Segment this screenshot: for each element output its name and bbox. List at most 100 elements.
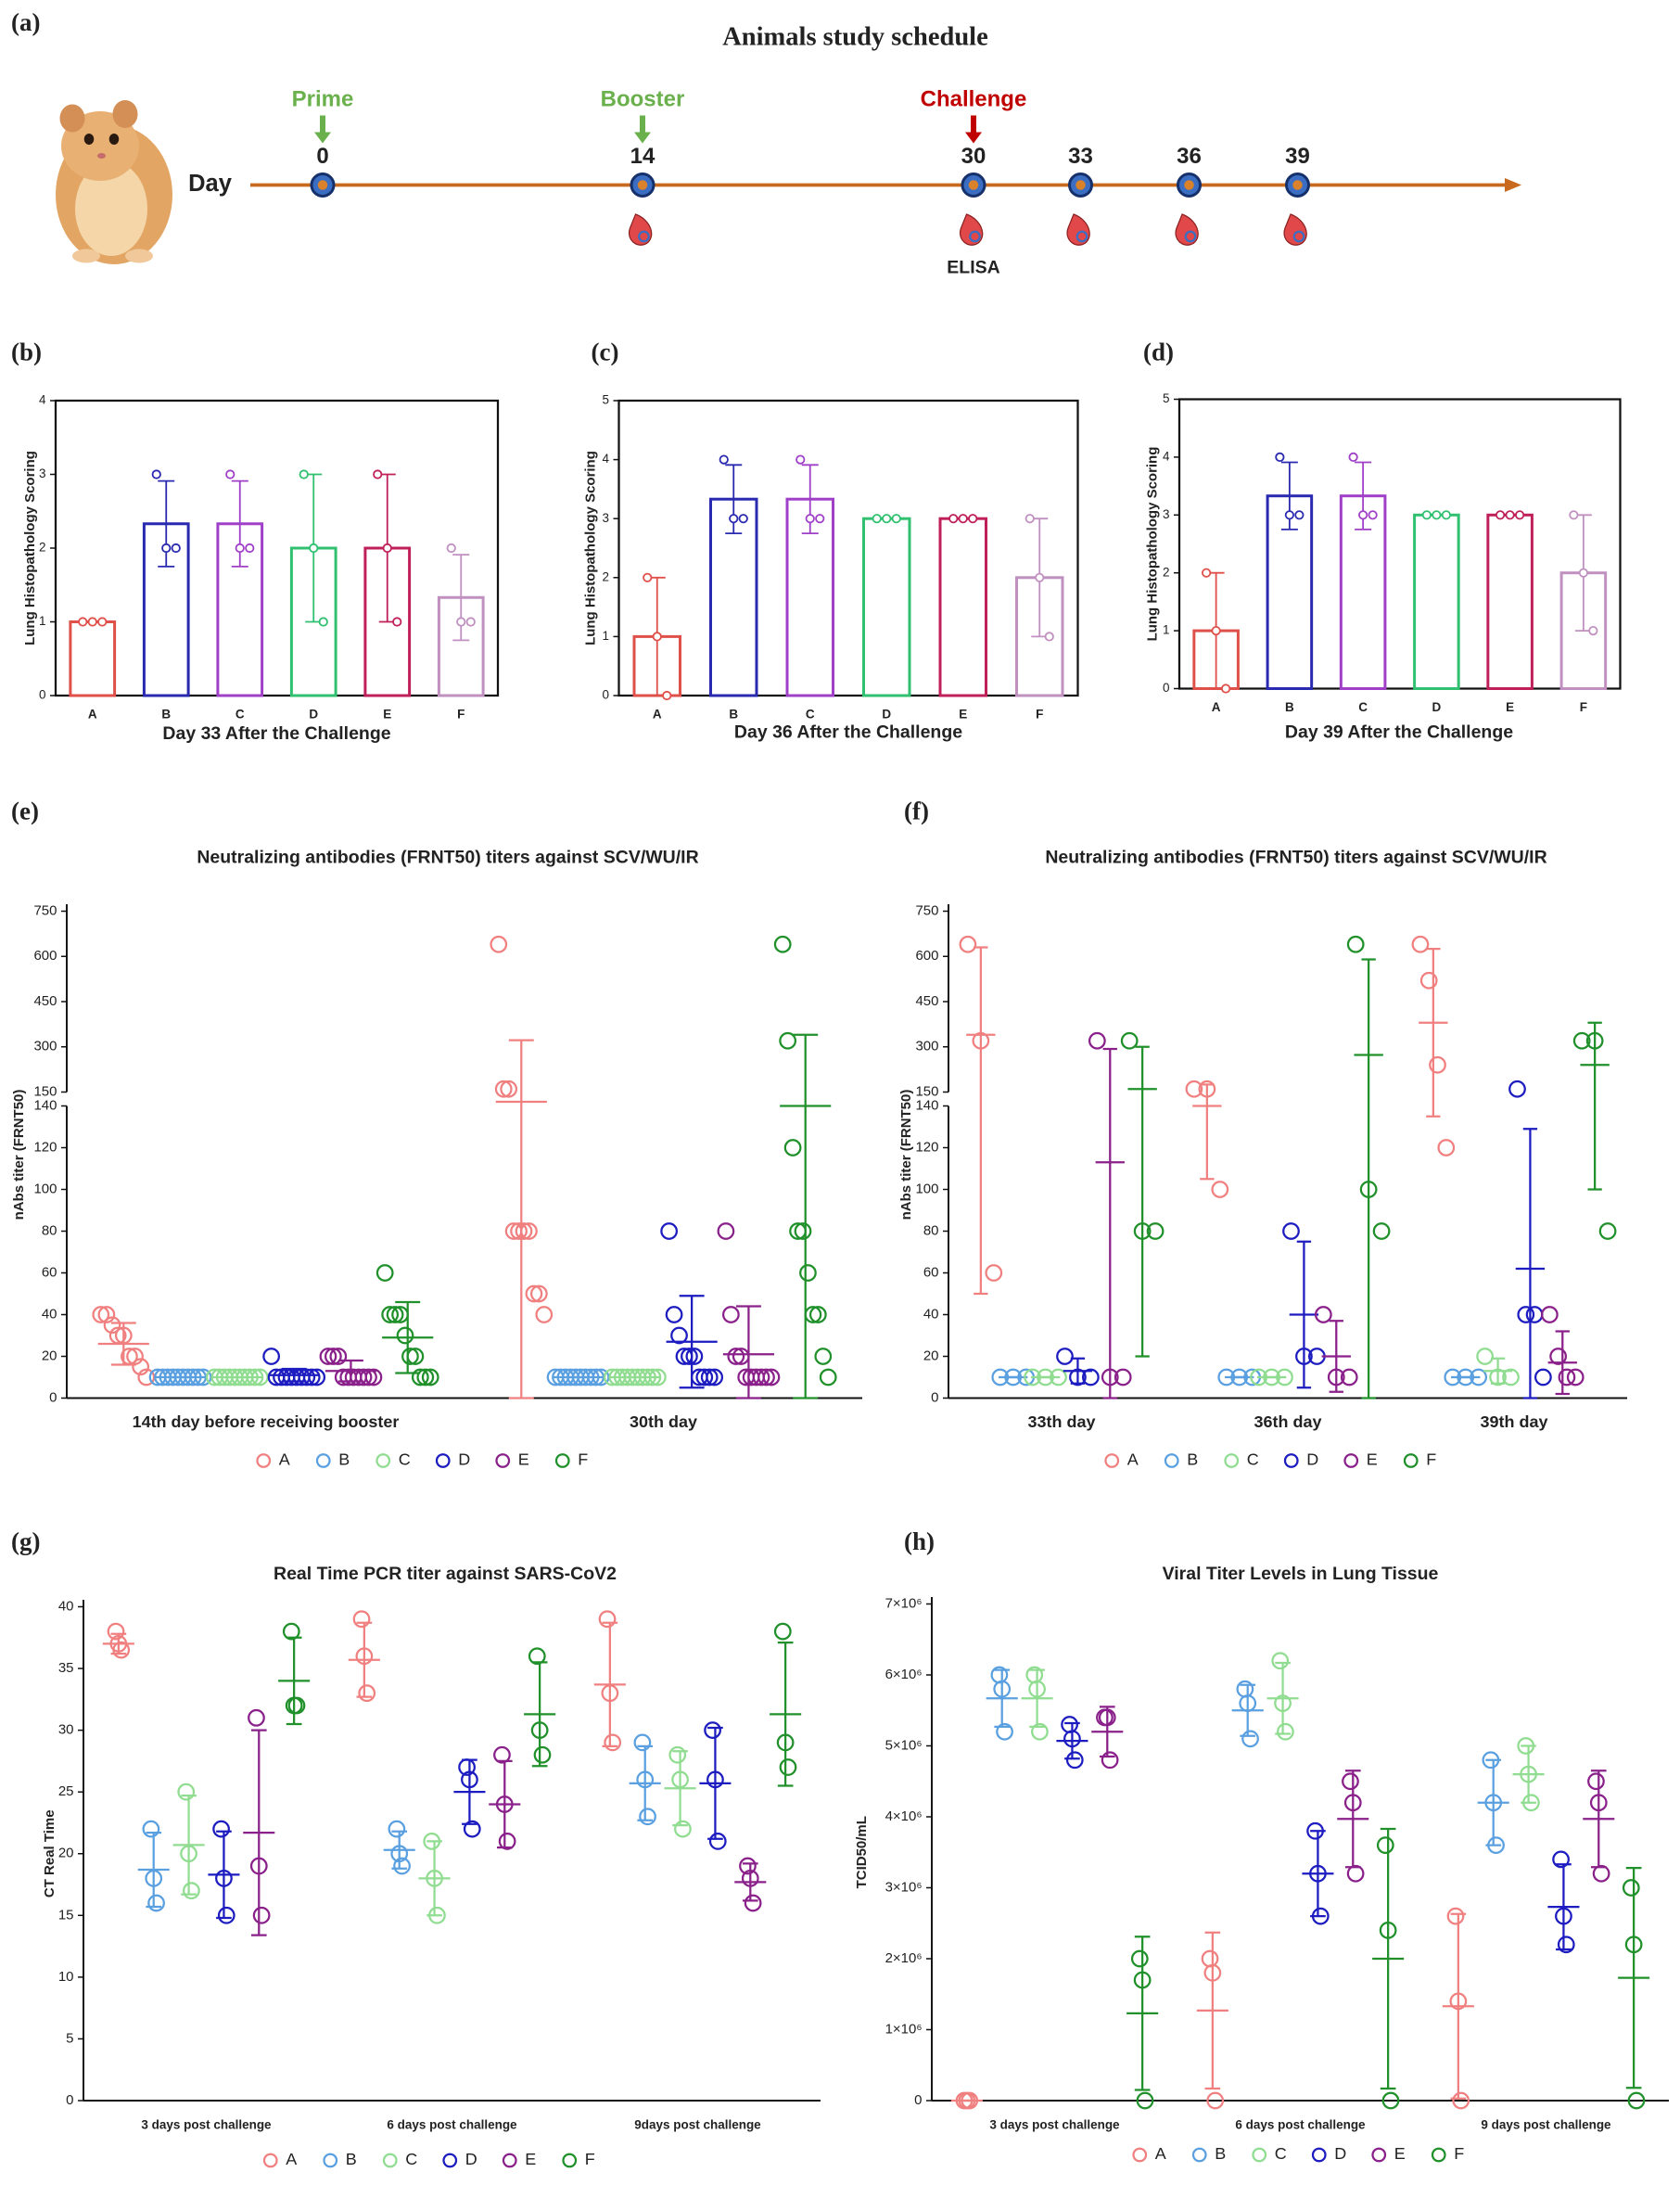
legend-label: F [578,1450,588,1469]
y-tick-label: 20 [42,1348,57,1363]
x-tick-label: C [806,708,815,722]
data-point [1275,452,1285,462]
day-number: 33 [1068,144,1093,169]
legend-symbol [262,2153,278,2168]
y-tick-label: 2 [1163,565,1170,579]
data-point [1558,1368,1576,1386]
data-point [381,1306,400,1323]
x-tick-label: 14th day before receiving booster [133,1412,400,1431]
day-number: 14 [630,144,655,169]
legend-symbol [1224,1453,1240,1468]
data-point [282,1622,300,1641]
data-point [1282,1222,1300,1240]
data-point [248,1708,265,1727]
data-point [494,1080,513,1098]
data-point [1627,2091,1646,2110]
x-tick-label: 6 days post challenge [1235,2118,1366,2132]
data-point [1368,510,1378,520]
y-tick-label: 450 [33,993,57,1009]
data-point [1340,1368,1358,1386]
y-tick-label: 5 [66,2030,73,2046]
y-tick-label: 20 [923,1348,939,1363]
y-axis-label: Lung Histopathology Scoring [22,451,38,645]
y-tick-label: 5×10⁶ [885,1737,923,1753]
legend-label: B [1187,1450,1198,1469]
y-tick-label: 100 [915,1181,938,1196]
legend-symbol [435,1453,451,1468]
data-point [1236,1680,1254,1698]
legend-symbol [1343,1453,1359,1468]
y-axis-label: Lung Histopathology Scoring [582,451,598,645]
y-tick-label: 60 [42,1264,57,1280]
legend-label: C [1247,1450,1259,1469]
data-point [794,1222,812,1240]
legend-symbol [382,2153,398,2168]
data-point [1557,1936,1575,1954]
y-tick-label: 750 [915,902,938,918]
data-point [1578,568,1588,578]
data-point [510,1222,528,1240]
axis-label: Day [188,171,233,197]
bar [216,522,264,697]
data-point [996,1722,1013,1741]
data-point [819,1368,837,1386]
plot-frame [1177,398,1622,690]
y-tick-label: 0 [49,1389,57,1405]
data-point [319,1348,337,1365]
data-point [1346,1864,1365,1883]
data-point [1592,1864,1610,1883]
data-point [396,1326,414,1345]
legend-symbol [1311,2147,1327,2163]
data-point [183,1882,200,1900]
data-point [515,1222,533,1240]
y-tick-label: 40 [58,1598,74,1614]
data-point [1314,1306,1332,1323]
bar [69,620,117,697]
y-tick-label: 100 [33,1181,57,1196]
data-point [298,1368,316,1386]
legend-symbol [256,1453,272,1468]
legend-label: A [1155,2144,1166,2163]
blood-sample-tube [1292,230,1305,243]
data-point [1035,572,1045,582]
data-point [308,1368,326,1386]
y-tick-label: 5 [603,393,610,407]
legend-label: B [338,1450,350,1469]
data-point [783,1139,802,1156]
y-tick-label: 1×10⁶ [885,2021,923,2037]
data-point [1201,1949,1219,1968]
data-point [364,1368,383,1386]
x-tick-label: 30th day [630,1412,697,1431]
data-point [463,1820,481,1838]
legend-symbol [502,2153,517,2168]
legend-label: F [1426,1450,1436,1469]
data-point [727,1348,745,1365]
legend-symbol [1431,2147,1446,2163]
legend-label: D [1334,2144,1346,2163]
data-point [1505,510,1515,520]
data-point [529,1284,548,1303]
legend-label: E [1367,1450,1378,1469]
data-point [948,514,959,524]
y-tick-label: 0 [1163,681,1170,695]
y-tick-label: 4 [1163,449,1170,463]
data-point [773,935,792,953]
y-tick-label: 0 [66,2092,73,2108]
data-point [1381,2091,1400,2110]
bar [142,522,190,697]
data-point [1025,514,1035,524]
x-tick-label: A [1212,700,1221,714]
x-axis-label: Day 36 After the Challenge [734,722,962,743]
data-point [1211,1181,1229,1198]
legend-label: D [1306,1450,1318,1469]
data-point [1540,1306,1559,1323]
data-point [386,1306,404,1323]
y-tick-label: 140 [33,1097,57,1113]
data-point [1346,935,1365,953]
y-tick-label: 2 [603,569,610,583]
data-point [465,617,476,627]
data-point [704,1721,721,1739]
y-tick-label: 300 [915,1039,938,1054]
x-tick-label: C [1358,700,1368,714]
y-tick-label: 150 [915,1083,938,1099]
